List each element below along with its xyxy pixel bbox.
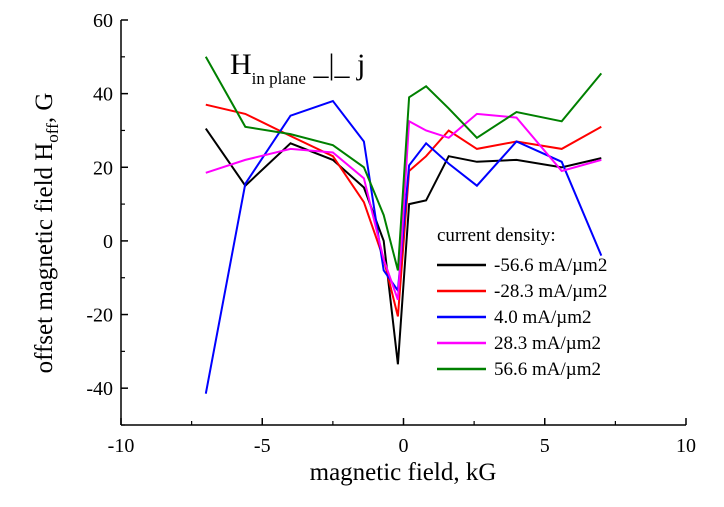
y-axis-title: offset magnetic field Hoff, G [31,93,62,374]
legend-label: 28.3 mA/µm2 [494,333,601,354]
y-tick-label: -20 [86,305,113,327]
x-tick-label: 10 [676,435,696,457]
legend-label: 4.0 mA/µm2 [494,307,592,328]
x-tick-label: -5 [254,435,271,457]
legend-label: 56.6 mA/µm2 [494,359,601,380]
series-line-2 [205,103,602,317]
x-axis-title: magnetic field, kG [310,459,497,486]
x-tick-label: -10 [108,435,135,457]
y-tick-label: 40 [93,84,113,106]
y-tick-label: 0 [103,231,113,253]
legend: current density: -56.6 mA/µm2 -28.3 mA/µm… [437,225,607,380]
legend-label: -56.6 mA/µm2 [494,255,607,276]
series-line-5 [204,56,603,271]
chart-annotation: Hin plane _|_ j [230,48,365,88]
y-tick-label: 20 [93,157,113,179]
series-line-1 [204,128,602,365]
legend-label: -28.3 mA/µm2 [494,281,607,302]
x-tick-label: 5 [540,435,550,457]
y-tick-label: -40 [86,378,113,400]
x-tick-label: 0 [399,435,409,457]
y-tick-label: 60 [93,10,113,32]
legend-title: current density: [437,225,556,246]
series-layer [204,56,603,394]
series-line-3 [204,99,603,394]
axes: -10 -5 0 5 10 -40 -20 0 20 40 60 [86,10,696,457]
